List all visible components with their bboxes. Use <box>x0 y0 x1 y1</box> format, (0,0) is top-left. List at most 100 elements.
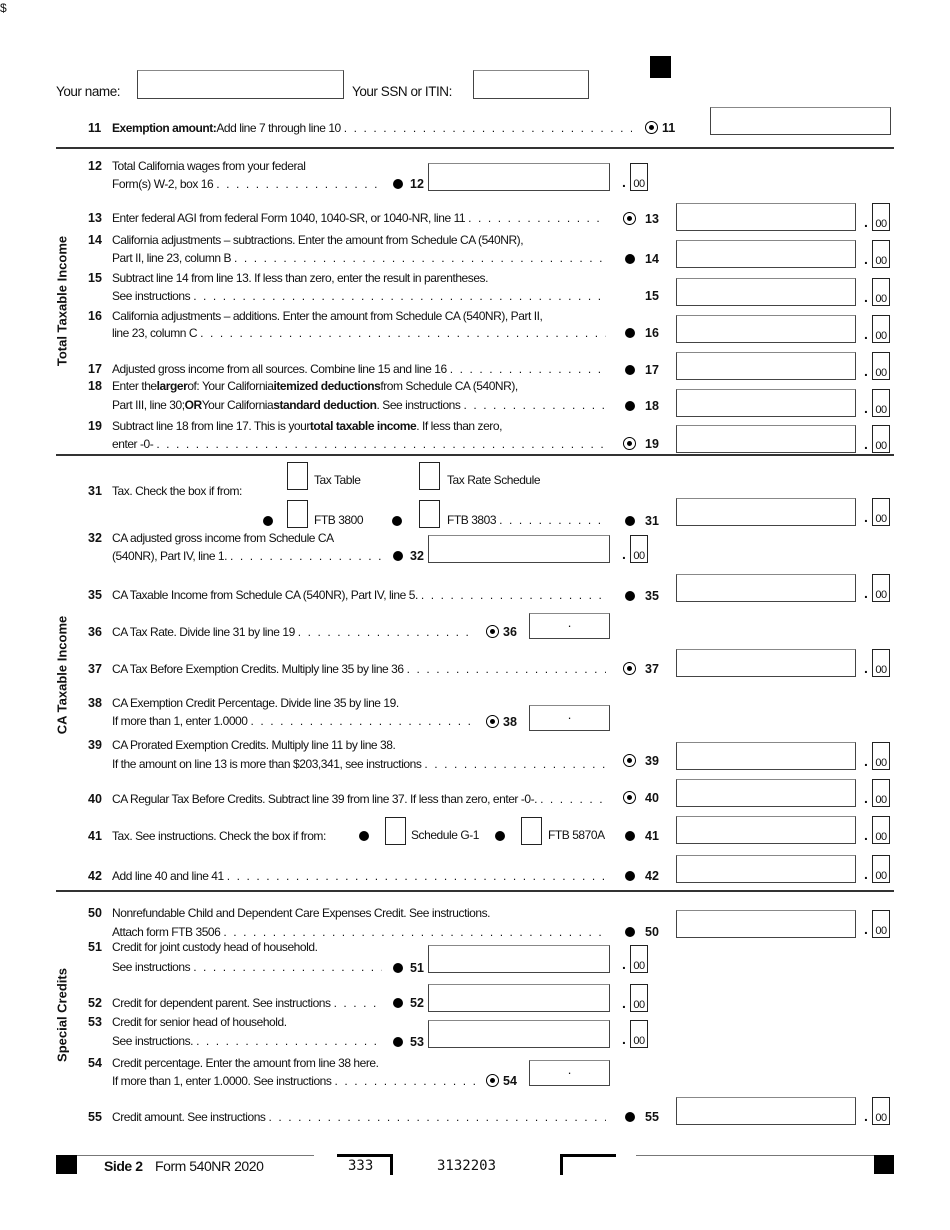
line-ref-number: 14 <box>645 252 659 266</box>
line-39-amount-field[interactable] <box>676 742 856 770</box>
line-17-amount-field[interactable] <box>676 352 856 380</box>
bullet-icon <box>625 516 635 526</box>
ssn-field[interactable] <box>473 70 589 99</box>
line-number: 41 <box>88 829 102 843</box>
line-number: 31 <box>88 484 102 498</box>
line-36-rate-field[interactable]: . <box>529 613 610 639</box>
circle-bullet-icon <box>623 212 636 225</box>
text-segment: of: Your California <box>187 379 274 393</box>
decimal-point: . <box>622 956 626 972</box>
cents-field[interactable]: 00 <box>872 779 890 807</box>
cents-field[interactable]: 00 <box>872 315 890 343</box>
checkbox-label: Tax Table <box>314 472 434 488</box>
cents-field[interactable]: 00 <box>872 1097 890 1125</box>
line-53-amount-field[interactable] <box>428 1020 610 1048</box>
line-number: 42 <box>88 869 102 883</box>
line-37-amount-field[interactable] <box>676 649 856 677</box>
cents-field[interactable]: 00 <box>872 816 890 844</box>
cents-field[interactable]: 00 <box>630 945 648 973</box>
bullet-icon <box>393 179 403 189</box>
line-15-amount-field[interactable] <box>676 278 856 306</box>
cents-field[interactable]: 00 <box>872 240 890 268</box>
cents-field[interactable]: 00 <box>630 163 648 191</box>
line-31-amount-field[interactable] <box>676 498 856 526</box>
text-segment: Enter federal AGI from federal Form 1040… <box>112 211 466 225</box>
footer-side: Side 2 <box>104 1158 143 1174</box>
cents-field[interactable]: 00 <box>872 855 890 883</box>
text-segment: itemized deductions <box>273 379 381 393</box>
divider <box>56 147 894 149</box>
cents-field[interactable]: 00 <box>872 910 890 938</box>
line-11-amount-field[interactable] <box>710 107 891 135</box>
line-52-text: Credit for dependent parent. See instruc… <box>112 995 382 1011</box>
bullet-icon <box>625 591 635 601</box>
line-15-text: Subtract line 14 from line 13. If less t… <box>112 270 672 286</box>
line-54-rate-field[interactable]: . <box>529 1060 610 1086</box>
text-segment: Enter the <box>112 379 157 393</box>
text-segment: from Schedule CA (540NR), <box>380 379 518 393</box>
bracket-mark <box>560 1154 616 1175</box>
line-32-amount-field[interactable] <box>428 535 610 563</box>
your-name-field[interactable] <box>137 70 344 99</box>
line-ref-number: 50 <box>645 925 659 939</box>
text-segment: See instructions <box>112 289 191 303</box>
line-52-amount-field[interactable] <box>428 984 610 1012</box>
line-50-text: Attach form FTB 3506 . . . . . . . . . .… <box>112 924 606 940</box>
line-ref-number: 51 <box>410 961 424 975</box>
cents-field[interactable]: 00 <box>872 498 890 526</box>
text-segment: If the amount on line 13 is more than $2… <box>112 757 422 771</box>
cents-field[interactable]: 00 <box>872 425 890 453</box>
cents-field[interactable]: 00 <box>630 1020 648 1048</box>
cents-field[interactable]: 00 <box>872 389 890 417</box>
decimal-point: . <box>864 400 868 416</box>
line-12-amount-field[interactable] <box>428 163 610 191</box>
checkbox-ftb-5870a[interactable] <box>521 817 542 845</box>
line-18-amount-field[interactable] <box>676 389 856 417</box>
line-ref-number: 40 <box>645 791 659 805</box>
checkbox-ftb-3800[interactable] <box>287 500 308 528</box>
cents-field[interactable]: 00 <box>872 574 890 602</box>
checkbox-label-text: FTB 3800 <box>314 513 364 527</box>
line-51-amount-field[interactable] <box>428 945 610 973</box>
line-50-amount-field[interactable] <box>676 910 856 938</box>
dot-leader: . . . . . . . . . . . . . . . . . . . . … <box>216 177 382 191</box>
line-number: 18 <box>88 379 102 393</box>
cents-field[interactable]: 00 <box>630 984 648 1012</box>
text-segment: CA adjusted gross income from Schedule C… <box>112 531 334 545</box>
line-40-amount-field[interactable] <box>676 779 856 807</box>
line-13-amount-field[interactable] <box>676 203 856 231</box>
cents-field[interactable]: 00 <box>630 535 648 563</box>
cents-field[interactable]: 00 <box>872 742 890 770</box>
line-38-rate-field[interactable]: . <box>529 705 610 731</box>
line-19-amount-field[interactable] <box>676 425 856 453</box>
line-16-amount-field[interactable] <box>676 315 856 343</box>
decimal-point: . <box>864 289 868 305</box>
cents-field[interactable]: 00 <box>872 352 890 380</box>
cents-field[interactable]: 00 <box>872 649 890 677</box>
text-segment: California adjustments – subtractions. E… <box>112 233 524 247</box>
line-40-text: CA Regular Tax Before Credits. Subtract … <box>112 791 606 807</box>
line-number: 36 <box>88 625 102 639</box>
cents-field[interactable]: 00 <box>872 278 890 306</box>
checkbox-schedule-g-1[interactable] <box>385 817 406 845</box>
line-38-text: If more than 1, enter 1.0000 . . . . . .… <box>112 713 476 729</box>
dot-leader: . . . . . . . . . . . . . . . . . . . . … <box>196 1034 382 1048</box>
line-ref-number: 13 <box>645 212 659 226</box>
checkbox-tax-rate-schedule[interactable] <box>419 462 440 490</box>
decimal-point: . <box>864 326 868 342</box>
form-lines: 11 Exemption amount: Add line 7 through l… <box>0 0 950 1125</box>
line-42-amount-field[interactable] <box>676 855 856 883</box>
checkbox-tax-table[interactable] <box>287 462 308 490</box>
line-35-amount-field[interactable] <box>676 574 856 602</box>
cents-field[interactable]: 00 <box>872 203 890 231</box>
checkbox-ftb-3803[interactable] <box>419 500 440 528</box>
line-14-amount-field[interactable] <box>676 240 856 268</box>
line-ref-number: 35 <box>645 589 659 603</box>
line-41-amount-field[interactable] <box>676 816 856 844</box>
line-19-text: Subtract line 18 from line 17. This is y… <box>112 418 672 434</box>
line-55-amount-field[interactable] <box>676 1097 856 1125</box>
decimal-point: . <box>864 214 868 230</box>
dot-leader: . . . . . . . . . . . . . . . . . . . . … <box>193 960 382 974</box>
line-16-text: California adjustments – additions. Ente… <box>112 308 672 324</box>
